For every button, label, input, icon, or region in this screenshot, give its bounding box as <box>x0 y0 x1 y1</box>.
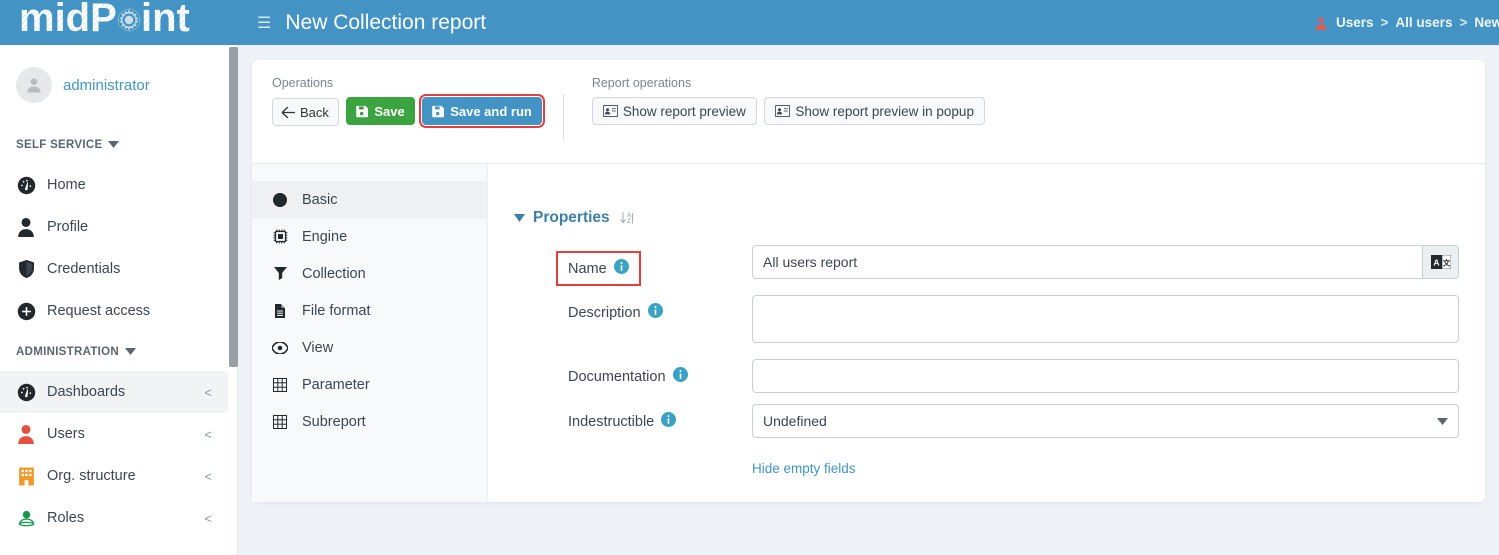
svg-text:Z: Z <box>627 219 631 225</box>
svg-text:midP: midP <box>19 0 117 40</box>
svg-text:int: int <box>141 0 190 40</box>
svg-text:A: A <box>1433 258 1439 268</box>
svg-text:文: 文 <box>1442 258 1450 268</box>
